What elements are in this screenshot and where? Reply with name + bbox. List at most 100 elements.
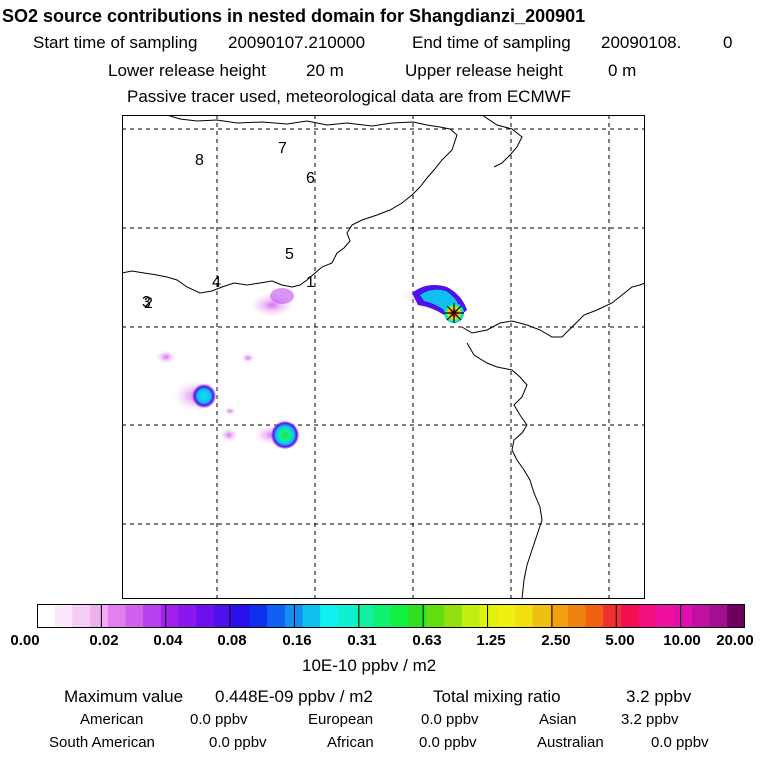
region-name-australian: Australian [537,734,604,751]
map-grid [122,115,645,599]
colorbar-tick: 20.00 [716,632,754,649]
region-label-1: 1 [306,274,315,291]
colorbar-tick: 0.08 [217,632,247,649]
colorbar-tick: 5.00 [605,632,635,649]
concentration-plumes [156,285,467,449]
colorbar-tick: 0.00 [10,632,40,649]
region-label-4: 4 [212,274,221,291]
colorbar-swatch [373,604,392,628]
colorbar-swatch [302,604,321,628]
colorbar-swatch [461,604,481,628]
colorbar-swatch [603,604,622,628]
colorbar-unit: 10E-10 ppbv / m2 [302,656,437,675]
colorbar [37,604,745,628]
plume-south-left [220,428,238,442]
colorbar-swatch [550,604,569,628]
region-label-5: 5 [285,246,294,263]
lower-height-value: 20 m [306,61,344,80]
colorbar-tick: 0.04 [153,632,183,649]
end-time-label: End time of sampling [412,33,571,52]
colorbar-swatch [214,604,233,628]
region-value-american: 0.0 ppbv [190,711,248,728]
colorbar-swatch [196,604,215,628]
plume-region-1-core [270,288,294,304]
colorbar-swatch [125,604,144,628]
colorbar-swatch [72,604,91,628]
region-value-asian: 3.2 ppbv [621,711,679,728]
colorbar-swatch [638,604,658,628]
colorbar-swatch [674,604,693,628]
colorbar-tick: 1.25 [476,632,506,649]
colorbar-swatch [497,604,516,628]
page-title: SO2 source contributions in nested domai… [2,6,586,26]
region-label-3: 3 [142,294,151,311]
colorbar-swatch [267,604,286,628]
region-label-7: 7 [278,140,287,157]
region-name-european: European [308,711,374,728]
colorbar-tick: 0.63 [412,632,442,649]
plume-cyan-west [192,384,216,408]
colorbar-swatch [37,604,56,628]
start-time-label: Start time of sampling [33,33,198,52]
region-value-european: 0.0 ppbv [421,711,479,728]
region-name-asian: Asian [539,711,577,728]
colorbar-swatch [532,604,551,628]
colorbar-tick: 0.31 [347,632,377,649]
colorbar-swatch [568,604,587,628]
max-value-label: Maximum value [64,687,184,706]
region-value-south-american: 0.0 ppbv [209,734,267,751]
coastline [122,115,645,599]
colorbar-swatch [143,604,162,628]
lower-height-label: Lower release height [108,61,266,80]
colorbar-swatch [90,604,109,628]
colorbar-swatch [160,604,180,628]
region-label-6: 6 [306,170,315,187]
region-name-american: American [80,711,144,728]
colorbar-swatch [656,604,675,628]
colorbar-swatch [231,604,250,628]
map-frame [122,115,645,599]
colorbar-tick: 0.02 [89,632,119,649]
plume-small-center [241,353,255,363]
colorbar-swatch [391,604,410,628]
region-label-8: 8 [195,152,204,169]
receptor-star-icon [444,303,464,323]
region-label-2: 2 [144,295,153,312]
colorbar-swatch [337,604,357,628]
colorbar-swatch [355,604,374,628]
colorbar-swatch [479,604,498,628]
colorbar-swatch [514,604,534,628]
colorbar-tick: 0.16 [282,632,312,649]
colorbar-swatch [621,604,640,628]
upper-height-value: 0 m [608,61,637,80]
total-mixing-label: Total mixing ratio [433,687,561,706]
colorbar-swatch [444,604,463,628]
colorbar-swatch [107,604,127,628]
end-time-value: 20090108. [601,33,682,52]
plume-small-west [156,350,176,364]
region-name-south-american: South American [49,734,155,751]
end-time-extra: 0 [723,33,733,52]
colorbar-swatch [408,604,427,628]
tracer-note: Passive tracer used, meteorological data… [127,87,572,106]
upper-height-label: Upper release height [405,61,563,80]
total-mixing-value: 3.2 ppbv [626,687,692,706]
colorbar-swatch [426,604,445,628]
colorbar-swatch [709,604,728,628]
colorbar-swatch [320,604,339,628]
colorbar-tick: 2.50 [541,632,571,649]
map-panel: 8 7 6 5 4 1 3 2 [122,115,645,599]
start-time-value: 20090107.210000 [228,33,366,52]
colorbar-swatch [691,604,711,628]
plume-green-south [271,421,299,449]
region-name-african: African [327,734,374,751]
colorbar-swatch [727,604,745,628]
region-value-australian: 0.0 ppbv [651,734,709,751]
colorbar-swatch [54,604,73,628]
max-value: 0.448E-09 ppbv / m2 [215,687,373,706]
colorbar-swatch [585,604,604,628]
colorbar-swatch [178,604,197,628]
colorbar-tick: 10.00 [663,632,701,649]
plume-speck [224,407,236,415]
colorbar-swatch [249,604,268,628]
